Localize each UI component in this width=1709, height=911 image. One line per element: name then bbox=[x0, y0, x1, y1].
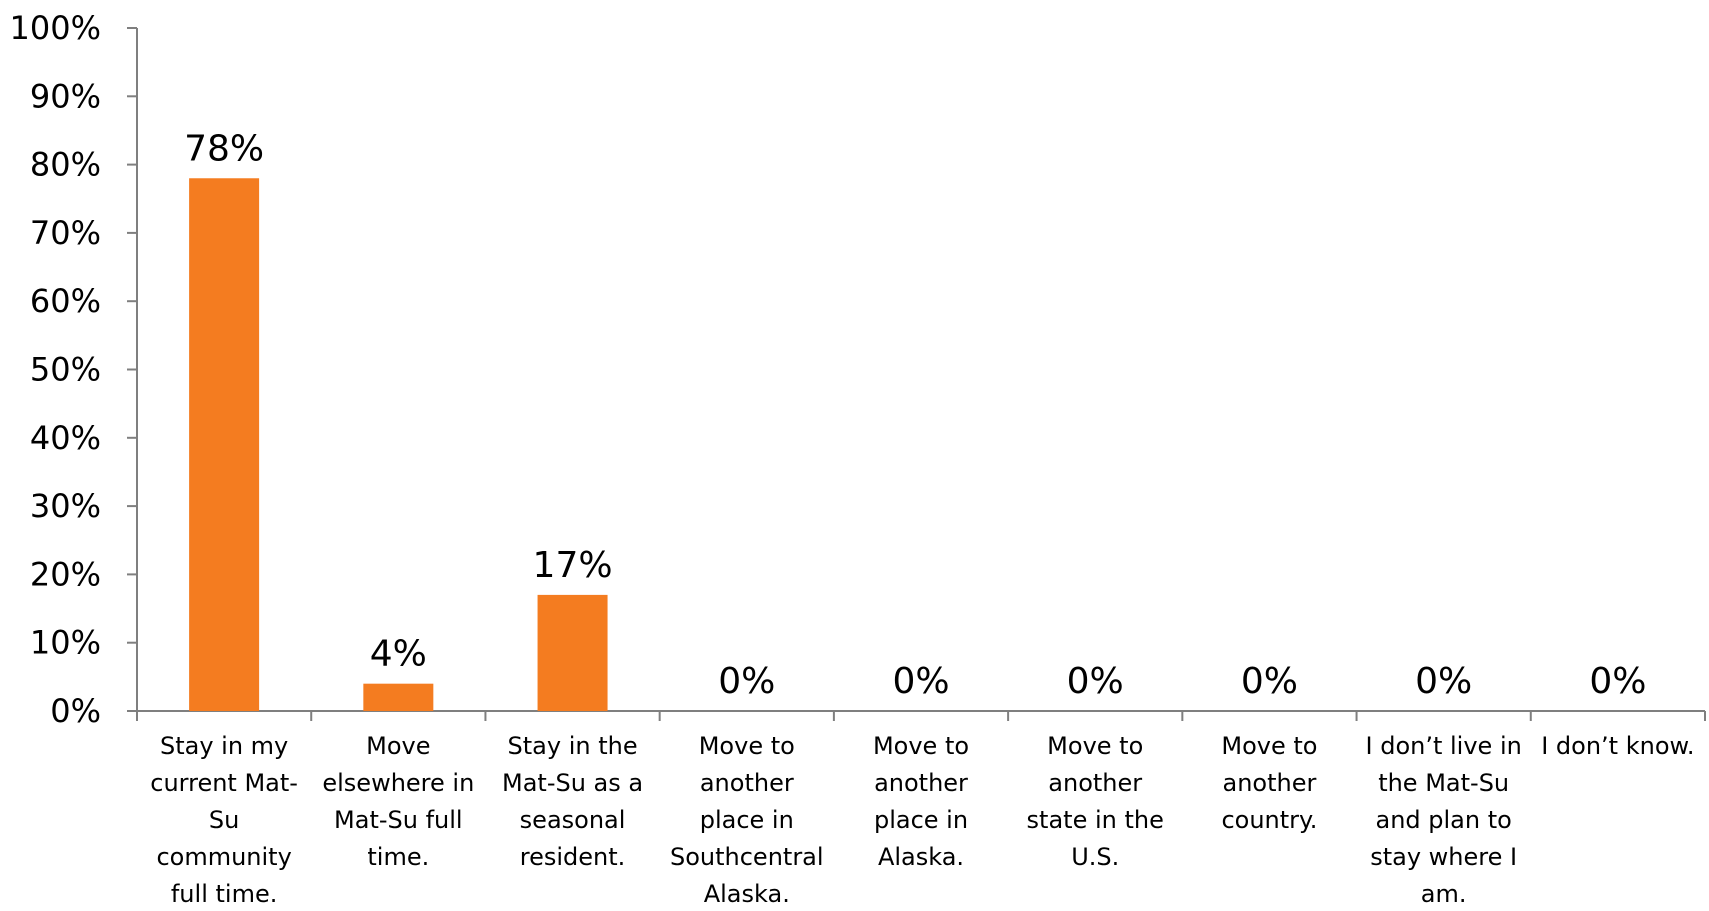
x-tick-label: Move to another country. bbox=[1221, 732, 1317, 834]
y-tick-label: 80% bbox=[30, 146, 101, 184]
x-tick-label-line: time. bbox=[367, 843, 429, 871]
y-tick-label: 40% bbox=[30, 419, 101, 457]
data-label: 0% bbox=[1241, 661, 1298, 702]
data-label: 0% bbox=[892, 661, 949, 702]
x-tick-label-line: Southcentral bbox=[670, 843, 824, 871]
data-label: 0% bbox=[1589, 661, 1646, 702]
data-label: 4% bbox=[370, 634, 427, 675]
y-tick-label: 30% bbox=[30, 487, 101, 525]
x-tick-label: Move to another place in Southcentral Alaska… bbox=[670, 732, 824, 906]
x-tick-label: Stay in my current Mat- Su community full ti… bbox=[150, 732, 298, 906]
x-tick-label-line: elsewhere in bbox=[322, 769, 474, 797]
x-tick-label-line: Alaska. bbox=[704, 880, 790, 906]
x-tick-label-line: another bbox=[1048, 769, 1142, 797]
x-tick-label-line: Mat-Su full bbox=[334, 806, 463, 834]
y-tick-label: 100% bbox=[10, 9, 101, 47]
x-tick-label: I don’t live in the Mat-Su and plan to stay… bbox=[1366, 732, 1522, 906]
x-tick-label-line: current Mat- bbox=[150, 769, 298, 797]
x-tick-label-line: Move to bbox=[873, 732, 969, 760]
x-tick-label-line: Move to bbox=[699, 732, 795, 760]
y-tick-label: 10% bbox=[30, 624, 101, 662]
x-tick-label-line: Move to bbox=[1221, 732, 1317, 760]
x-tick-label-line: stay where I bbox=[1370, 843, 1517, 871]
x-tick-label-line: I don’t know. bbox=[1541, 732, 1694, 760]
data-label: 0% bbox=[1067, 661, 1124, 702]
x-tick-label-line: place in bbox=[874, 806, 968, 834]
data-label: 78% bbox=[184, 128, 264, 169]
x-tick-label-line: Move bbox=[366, 732, 430, 760]
bar bbox=[189, 178, 260, 711]
x-tick-label-line: place in bbox=[700, 806, 794, 834]
x-tick-label-line: Stay in my bbox=[160, 732, 288, 760]
y-tick-label: 50% bbox=[30, 351, 101, 389]
x-tick-label-line: state in the bbox=[1027, 806, 1164, 834]
x-tick-label-line: another bbox=[874, 769, 968, 797]
x-tick-label: Move to another place in Alaska. bbox=[873, 732, 969, 871]
x-tick-label-line: full time. bbox=[171, 880, 277, 906]
y-tick-label: 70% bbox=[30, 214, 101, 252]
x-tick-label: Move elsewhere in Mat-Su full time. bbox=[322, 732, 474, 871]
data-label: 17% bbox=[533, 545, 613, 586]
x-tick-label-line: Mat-Su as a bbox=[502, 769, 643, 797]
x-tick-label-line: community bbox=[156, 843, 291, 871]
x-tick-label-line: another bbox=[700, 769, 794, 797]
y-tick-label: 0% bbox=[50, 692, 101, 730]
x-tick-label-line: the Mat-Su bbox=[1378, 769, 1509, 797]
x-tick-label-line: I don’t live in bbox=[1366, 732, 1522, 760]
x-tick-label-line: am. bbox=[1421, 880, 1467, 906]
x-tick-label-line: another bbox=[1223, 769, 1317, 797]
x-tick-label: Move to another state in the U.S. bbox=[1027, 732, 1164, 871]
x-tick-label: I don’t know. bbox=[1541, 732, 1694, 760]
x-tick-label-line: seasonal bbox=[520, 806, 626, 834]
bar bbox=[363, 683, 434, 711]
x-tick-label-line: and plan to bbox=[1376, 806, 1512, 834]
bar bbox=[537, 594, 608, 711]
x-tick-label-line: Move to bbox=[1047, 732, 1143, 760]
x-tick-label-line: U.S. bbox=[1071, 843, 1119, 871]
x-tick-label-line: Stay in the bbox=[508, 732, 638, 760]
y-tick-label: 20% bbox=[30, 555, 101, 593]
y-tick-label: 90% bbox=[30, 77, 101, 115]
x-tick-label: Stay in the Mat-Su as a seasonal resident. bbox=[502, 732, 643, 871]
x-tick-label-line: Alaska. bbox=[878, 843, 964, 871]
x-tick-label-line: country. bbox=[1221, 806, 1317, 834]
x-tick-label-line: resident. bbox=[520, 843, 626, 871]
data-label: 0% bbox=[718, 661, 775, 702]
y-tick-label: 60% bbox=[30, 282, 101, 320]
x-tick-label-line: Su bbox=[209, 806, 239, 834]
data-label: 0% bbox=[1415, 661, 1472, 702]
